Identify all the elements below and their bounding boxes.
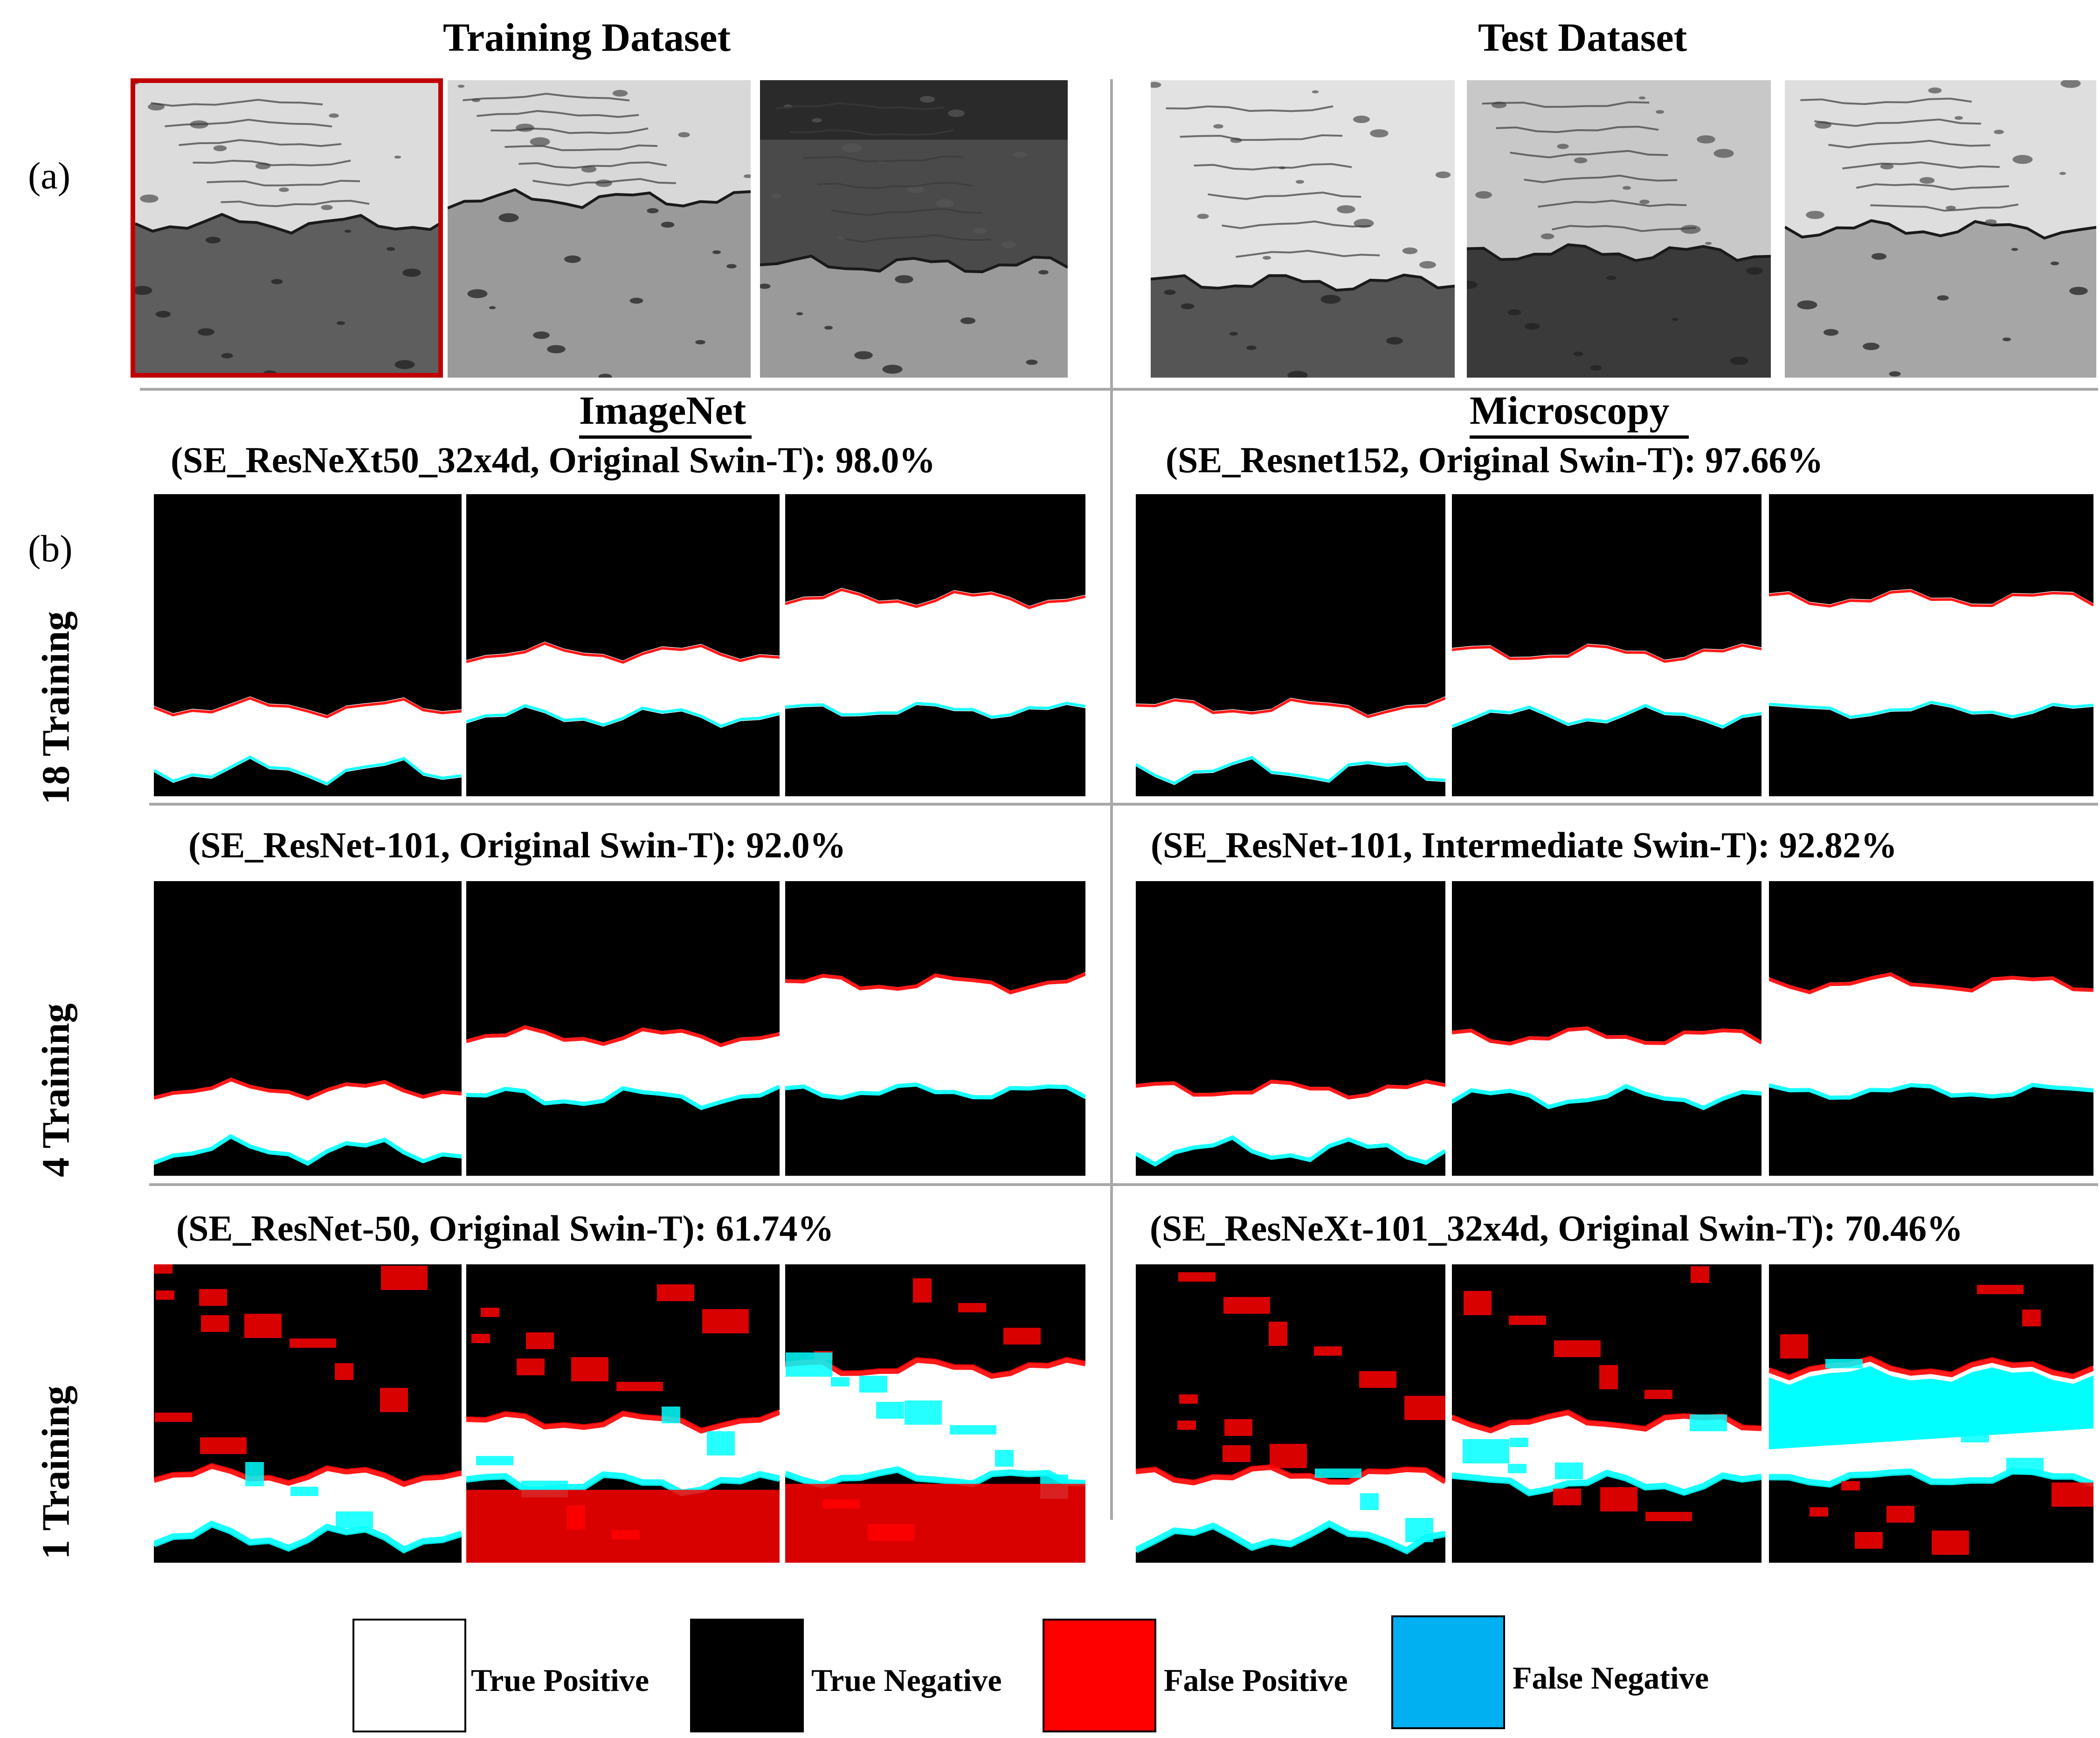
training-micrograph-3 xyxy=(760,80,1068,378)
legend-label-true-positive: True Positive xyxy=(471,1662,649,1698)
mask-row2-imagenet-1 xyxy=(154,881,462,1176)
mask-row3-imagenet-2 xyxy=(466,1264,780,1563)
test-micrograph-1 xyxy=(1151,80,1455,378)
divider-panel-a-b xyxy=(140,388,2098,391)
mask-row1-microscopy-2 xyxy=(1452,494,1762,796)
legend-swatch-true-negative xyxy=(690,1619,804,1732)
mask-row2-microscopy-3 xyxy=(1769,881,2093,1176)
test-dataset-header: Test Dataset xyxy=(1478,15,1687,60)
row-label-1-training: 1 Training xyxy=(34,1386,78,1559)
test-micrograph-3 xyxy=(1785,80,2096,378)
mask-row2-imagenet-2 xyxy=(466,881,780,1176)
mask-row3-microscopy-2 xyxy=(1452,1264,1762,1563)
legend-swatch-true-positive xyxy=(352,1619,466,1732)
center-vertical-divider xyxy=(1110,79,1113,1520)
mask-row1-microscopy-1 xyxy=(1136,494,1445,796)
row-label-4-training: 4 Training xyxy=(34,1003,78,1177)
divider-row-1-2 xyxy=(149,803,2098,806)
test-micrograph-2 xyxy=(1467,80,1771,378)
panel-a-label: (a) xyxy=(28,154,71,197)
mask-row2-microscopy-1 xyxy=(1136,881,1445,1176)
divider-row-2-3 xyxy=(149,1183,2098,1186)
legend-label-false-positive: False Positive xyxy=(1164,1662,1348,1698)
mask-row3-imagenet-3 xyxy=(785,1264,1085,1563)
legend-swatch-false-positive xyxy=(1043,1619,1156,1732)
mask-row1-imagenet-1 xyxy=(154,494,462,796)
panel-b-label: (b) xyxy=(28,527,73,570)
caption-4-imagenet: (SE_ResNet-101, Original Swin-T): 92.0% xyxy=(188,825,846,865)
training-dataset-header: Training Dataset xyxy=(443,15,731,60)
mask-row3-imagenet-1 xyxy=(154,1264,462,1563)
caption-1-microscopy: (SE_ResNeXt-101_32x4d, Original Swin-T):… xyxy=(1150,1208,1963,1248)
mask-row3-microscopy-1 xyxy=(1136,1264,1445,1563)
caption-4-microscopy: (SE_ResNet-101, Intermediate Swin-T): 92… xyxy=(1151,825,1897,865)
legend-label-false-negative: False Negative xyxy=(1513,1660,1709,1696)
microscopy-underline xyxy=(1470,435,1689,439)
caption-1-imagenet: (SE_ResNet-50, Original Swin-T): 61.74% xyxy=(176,1208,834,1248)
mask-row1-imagenet-2 xyxy=(466,494,780,796)
imagenet-underline xyxy=(579,435,752,439)
mask-row1-imagenet-3 xyxy=(785,494,1085,796)
caption-18-imagenet: (SE_ResNeXt50_32x4d, Original Swin-T): 9… xyxy=(171,440,936,480)
row-label-18-training: 18 Training xyxy=(34,611,78,805)
mask-row1-microscopy-3 xyxy=(1769,494,2093,796)
imagenet-header: ImageNet xyxy=(579,388,746,433)
mask-row2-imagenet-3 xyxy=(785,881,1085,1176)
mask-row2-microscopy-2 xyxy=(1452,881,1762,1176)
legend-label-true-negative: True Negative xyxy=(811,1662,1002,1698)
training-micrograph-1 xyxy=(131,78,443,378)
caption-18-microscopy: (SE_Resnet152, Original Swin-T): 97.66% xyxy=(1166,440,1824,480)
training-micrograph-2 xyxy=(448,80,751,378)
mask-row3-microscopy-3 xyxy=(1769,1264,2093,1563)
microscopy-header: Microscopy xyxy=(1470,388,1670,433)
legend-swatch-false-negative xyxy=(1391,1615,1505,1729)
